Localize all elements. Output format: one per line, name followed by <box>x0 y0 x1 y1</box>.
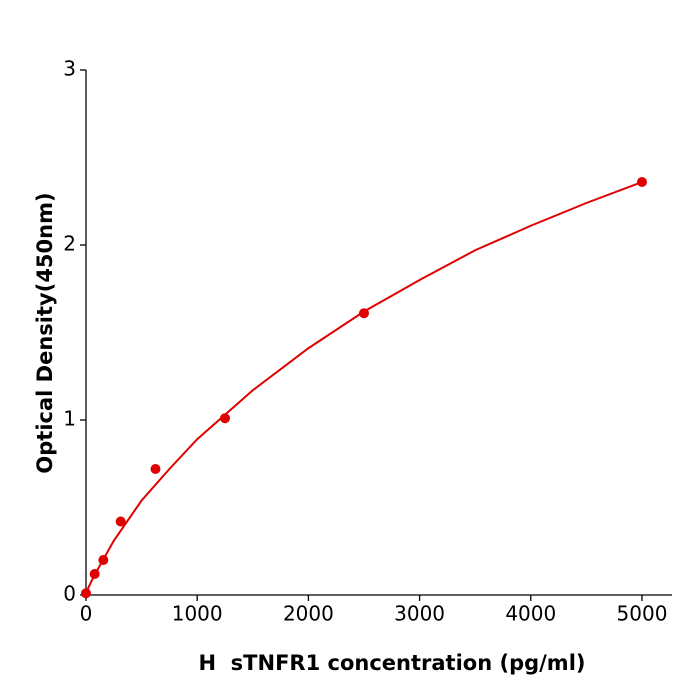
x-tick-label: 1000 <box>172 602 223 626</box>
y-tick-label: 2 <box>63 232 76 256</box>
data-point <box>358 308 369 319</box>
y-tick-label: 0 <box>63 582 76 606</box>
x-tick-label: 0 <box>80 602 93 626</box>
fit-curve <box>85 181 643 596</box>
x-tick-label: 4000 <box>505 602 556 626</box>
y-tick-label: 3 <box>63 57 76 81</box>
data-point <box>636 177 647 187</box>
data-point <box>81 588 91 599</box>
x-tick-label: 2000 <box>283 602 334 626</box>
y-axis-title: Optical Density(450nm) <box>33 192 57 473</box>
data-point <box>89 569 100 579</box>
x-tick-label: 3000 <box>394 602 445 626</box>
data-point <box>98 555 109 565</box>
data-point <box>219 413 230 424</box>
data-point <box>150 464 161 474</box>
data-point <box>115 516 126 527</box>
x-tick-label: 5000 <box>617 602 668 626</box>
y-tick-label: 1 <box>63 407 76 431</box>
x-axis-title: H sTNFR1 concentration (pg/ml) <box>198 651 585 675</box>
